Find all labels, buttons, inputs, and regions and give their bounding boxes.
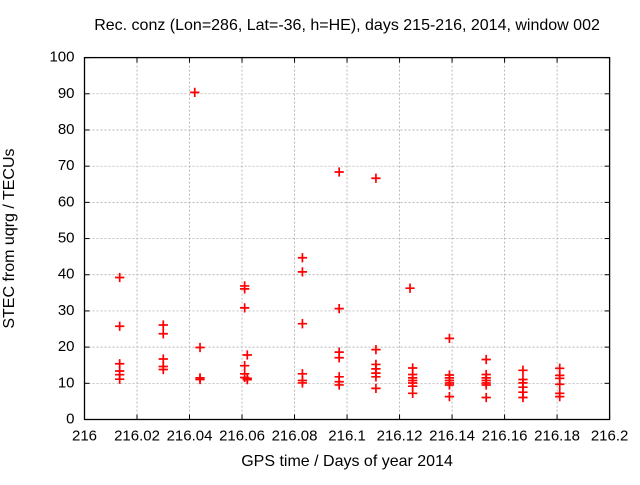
svg-text:70: 70 (58, 157, 75, 174)
svg-text:216.04: 216.04 (167, 428, 213, 445)
svg-text:10: 10 (58, 374, 75, 391)
svg-text:30: 30 (58, 302, 75, 319)
svg-text:0: 0 (66, 411, 74, 428)
svg-text:216.1: 216.1 (328, 428, 366, 445)
svg-text:216.16: 216.16 (482, 428, 528, 445)
svg-text:100: 100 (49, 49, 74, 66)
svg-text:50: 50 (58, 230, 75, 247)
svg-text:Rec. conz (Lon=286, Lat=-36, h: Rec. conz (Lon=286, Lat=-36, h=HE), days… (94, 17, 600, 34)
svg-text:60: 60 (58, 193, 75, 210)
svg-text:216.14: 216.14 (429, 428, 475, 445)
svg-text:216.02: 216.02 (114, 428, 160, 445)
svg-text:90: 90 (58, 85, 75, 102)
svg-text:20: 20 (58, 338, 75, 355)
svg-text:STEC from uqrg / TECUs: STEC from uqrg / TECUs (1, 148, 18, 328)
svg-text:216.18: 216.18 (534, 428, 580, 445)
svg-text:GPS time / Days of year 2014: GPS time / Days of year 2014 (241, 453, 453, 470)
svg-text:80: 80 (58, 121, 75, 138)
svg-text:216.06: 216.06 (219, 428, 265, 445)
svg-text:216: 216 (72, 428, 97, 445)
svg-text:216.08: 216.08 (272, 428, 318, 445)
svg-text:40: 40 (58, 266, 75, 283)
svg-text:216.12: 216.12 (377, 428, 423, 445)
svg-text:216.2: 216.2 (591, 428, 629, 445)
